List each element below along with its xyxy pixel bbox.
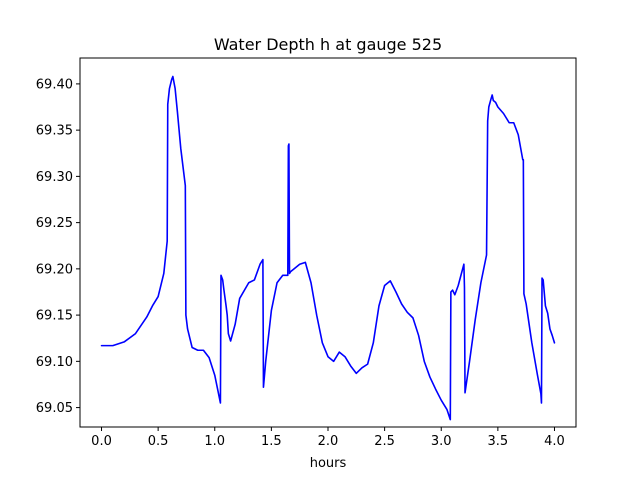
y-tick-label: 69.15 xyxy=(36,309,73,324)
x-axis-label: hours xyxy=(310,456,347,471)
x-tick-label: 3.0 xyxy=(431,434,452,449)
y-tick-label: 69.25 xyxy=(36,216,73,231)
y-tick-label: 69.35 xyxy=(36,124,73,139)
y-tick-label: 69.40 xyxy=(36,77,73,92)
y-tick-label: 69.30 xyxy=(36,170,73,185)
x-tick-label: 2.5 xyxy=(374,434,395,449)
series-line-0 xyxy=(100,75,556,421)
x-axis: 0.0 0.5 1.0 1.5 2.0 2.5 3.0 3.5 4.0 xyxy=(91,427,565,449)
y-tick-label: 69.20 xyxy=(36,262,73,277)
x-tick-label: 4.0 xyxy=(544,434,565,449)
y-tick-label: 69.10 xyxy=(36,355,73,370)
chart-title: Water Depth h at gauge 525 xyxy=(214,35,442,54)
x-tick-label: 2.0 xyxy=(318,434,339,449)
x-tick-label: 0.5 xyxy=(148,434,169,449)
x-tick-label: 1.0 xyxy=(204,434,225,449)
y-tick-label: 69.05 xyxy=(36,401,73,416)
x-tick-label: 1.5 xyxy=(261,434,282,449)
series-layer xyxy=(100,75,556,421)
x-tick-label: 3.5 xyxy=(488,434,509,449)
x-tick-label: 0.0 xyxy=(91,434,112,449)
y-axis: 69.05 69.10 69.15 69.20 69.25 69.30 69.35 69.40 xyxy=(36,77,80,416)
